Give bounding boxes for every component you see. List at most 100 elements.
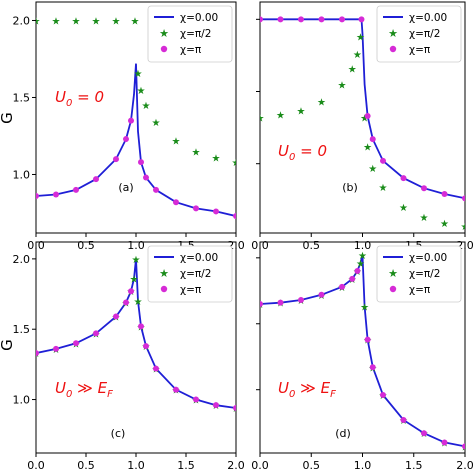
y-axis-label-top: G [0, 112, 16, 124]
panel-b: 0.0 0.5 1.0 1.5 2.0★ ★ ★★★★★★★★★★★★★ ★χ=0.00★ χ=… [251, 1, 474, 252]
x-tick-label: 0.5 [303, 459, 321, 472]
panel-c: 0.00.51.01.52.01.01.52.0★★★★★★★★★★★★★★★★… [13, 241, 245, 472]
panel-annotation: U0 = 0 [278, 142, 327, 163]
dot-point [153, 365, 159, 372]
legend-star-marker: ★ [159, 267, 169, 280]
panel-label: (c) [111, 427, 126, 440]
dot-point [380, 157, 386, 164]
dot-point [369, 136, 376, 143]
dot-point [354, 268, 361, 275]
y-tick-label: 1.0 [13, 168, 31, 181]
dot-point [260, 16, 263, 23]
panel-label: (b) [342, 181, 358, 194]
x-tick-label: 1.0 [354, 459, 372, 472]
dot-point [421, 185, 427, 192]
dot-point [462, 443, 465, 450]
dot-point [233, 404, 236, 411]
dot-point [73, 340, 79, 347]
legend-star-marker: ★ [388, 267, 398, 280]
legend-label: χ=π [409, 44, 431, 56]
star-point: ★ [358, 251, 367, 262]
x-tick-label: 1.5 [177, 459, 195, 472]
legend-box [376, 245, 462, 303]
dot-point [128, 117, 134, 124]
panel-label: (a) [118, 181, 133, 194]
panel-d: 0.0 0.5 1.0 1.5 2.0 ★★★★★★★★★★★★★★★★★χ=0.00 ★ χ… [251, 241, 474, 472]
x-tick-label: 0.5 [77, 239, 95, 252]
star-point: ★ [134, 69, 143, 80]
legend-label: χ=π [180, 284, 202, 296]
dot-point [138, 323, 144, 330]
dot-point [193, 205, 199, 212]
star-point: ★ [440, 219, 449, 230]
dot-point [349, 275, 356, 282]
legend-label: χ=π [180, 44, 202, 56]
dot-point [364, 113, 371, 120]
dot-point [153, 186, 159, 193]
dot-point [400, 175, 407, 182]
plot-area: ★★★★★★★★★★★★★★★★★ [36, 255, 236, 415]
dot-point [298, 297, 304, 304]
x-tick-label: 1.5 [405, 459, 423, 472]
dot-point [73, 186, 79, 193]
dot-point [462, 195, 465, 202]
legend-label: χ=0.00 [409, 12, 447, 24]
star-point: ★ [356, 259, 365, 270]
star-point: ★ [152, 118, 161, 129]
star-point: ★ [32, 16, 41, 27]
dot-point [318, 291, 325, 298]
star-point: ★ [92, 16, 101, 27]
legend-star-marker: ★ [388, 27, 398, 40]
y-tick-label: 2.0 [13, 253, 31, 266]
dot-point [93, 176, 99, 183]
star-point: ★ [131, 16, 140, 27]
y-tick-label: 1.5 [13, 323, 31, 336]
star-point: ★ [232, 158, 241, 169]
panel-annotation: U0 ≫ EF [55, 379, 113, 400]
panel-label: (d) [335, 427, 351, 440]
star-point: ★ [420, 213, 429, 224]
y-axis-label-bottom: G [0, 339, 16, 351]
legend-box [376, 5, 462, 63]
star-point: ★ [276, 111, 285, 122]
x-tick-label: 0.0 [251, 459, 269, 472]
dot-point [113, 313, 119, 320]
legend-star-marker: ★ [159, 27, 169, 40]
star-point: ★ [368, 164, 377, 175]
dot-point [339, 16, 345, 23]
star-point: ★ [52, 16, 61, 27]
dot-point [113, 156, 119, 163]
legend-dot-marker [160, 285, 168, 293]
star-point: ★ [363, 142, 372, 153]
dot-point [298, 16, 304, 23]
star-point: ★ [134, 297, 143, 308]
y-tick-label: 1.0 [13, 394, 31, 407]
plot-area: ★ ★ ★ ★ ★ ★★★★★★★★ ★ [32, 16, 241, 220]
star-point: ★ [360, 303, 369, 314]
star-point: ★ [142, 101, 151, 112]
dot-point [128, 288, 134, 295]
dot-point [277, 16, 284, 23]
star-point: ★ [399, 203, 408, 214]
dot-point [400, 417, 407, 424]
x-tick-label: 0.5 [303, 239, 321, 252]
legend-label: χ=π/2 [180, 268, 211, 280]
legend-label: χ=0.00 [180, 252, 218, 264]
legend-label: χ=π/2 [409, 28, 440, 40]
legend-dot-marker [389, 45, 397, 53]
star-point: ★ [172, 137, 181, 148]
dot-point [233, 213, 236, 220]
legend-dot-marker [160, 45, 168, 53]
dot-point [123, 136, 129, 143]
legend-label: χ=0.00 [409, 252, 447, 264]
star-point: ★ [360, 114, 369, 125]
x-tick-label: 2.0 [227, 459, 245, 472]
dot-point [213, 402, 219, 409]
star-point: ★ [461, 222, 470, 233]
star-point: ★ [130, 275, 139, 286]
x-tick-label: 0.5 [77, 459, 95, 472]
dot-point [369, 364, 376, 371]
dot-point [36, 350, 39, 357]
dot-point [143, 343, 149, 350]
star-point: ★ [379, 183, 388, 194]
